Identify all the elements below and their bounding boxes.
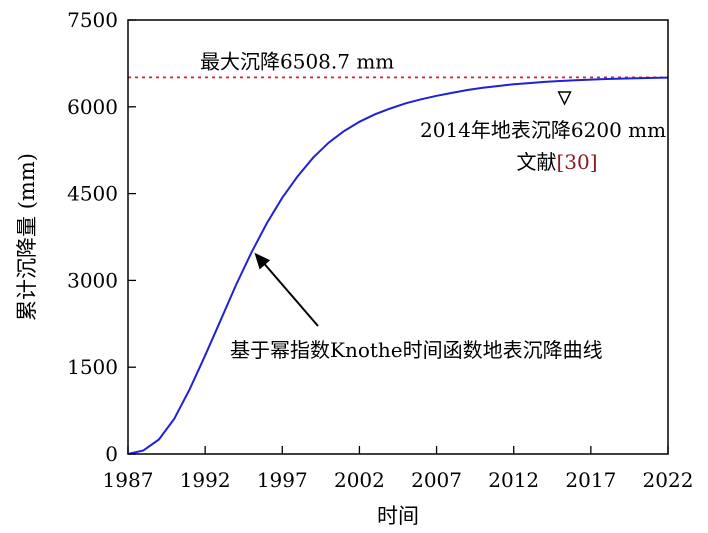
x-tick-label-1987: 1987 xyxy=(103,468,154,492)
x-tick-label-2002: 2002 xyxy=(334,468,385,492)
x-tick-label-2017: 2017 xyxy=(565,468,616,492)
source-label: 文献 xyxy=(516,150,556,174)
y-tick-label-4500: 4500 xyxy=(67,182,118,206)
x-tick-label-2012: 2012 xyxy=(488,468,539,492)
observation-label: 2014年地表沉降6200 mm xyxy=(420,118,666,142)
plot-frame xyxy=(127,19,669,455)
axis-ticks xyxy=(127,19,669,455)
observation-source: 文献[30] xyxy=(516,150,597,174)
knothe-settlement-curve xyxy=(127,76,669,455)
tick-labels: 1987 1992 1997 2002 2007 2012 2017 2022 0 1500 300… xyxy=(67,8,693,492)
curve-annotation-arrow xyxy=(262,262,319,327)
y-tick-label-0: 0 xyxy=(105,442,118,466)
curve-annotation-label: 基于幂指数Knothe时间函数地表沉降曲线 xyxy=(230,338,603,362)
y-tick-label-1500: 1500 xyxy=(67,355,118,379)
max-settlement-label: 最大沉降6508.7 mm xyxy=(200,49,394,73)
x-tick-label-1997: 1997 xyxy=(257,468,308,492)
x-axis-title: 时间 xyxy=(377,504,419,528)
x-tick-label-2007: 2007 xyxy=(411,468,462,492)
x-tick-label-2022: 2022 xyxy=(643,468,694,492)
y-tick-label-6000: 6000 xyxy=(67,95,118,119)
citation-link[interactable]: [30] xyxy=(556,150,597,174)
y-axis-title: 累计沉降量 (mm) xyxy=(15,153,39,321)
x-tick-label-1992: 1992 xyxy=(180,468,231,492)
observation-marker-triangle xyxy=(557,91,572,106)
y-tick-label-3000: 3000 xyxy=(67,268,118,292)
curve-annotation-arrowhead xyxy=(254,252,271,270)
y-tick-label-7500: 7500 xyxy=(67,8,118,32)
